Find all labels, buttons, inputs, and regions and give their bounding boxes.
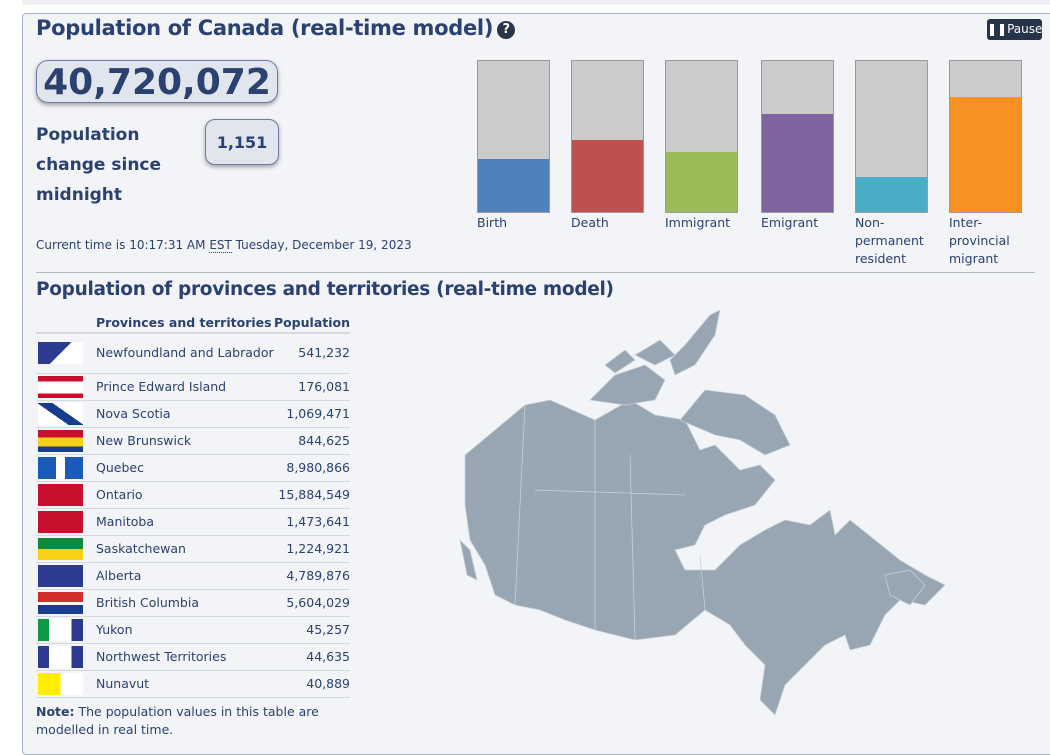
- province-population: 4,789,876: [273, 562, 350, 590]
- province-name: Nova Scotia: [96, 400, 274, 428]
- flag-icon: [38, 483, 83, 506]
- table-row: Nova Scotia 1,069,471: [36, 400, 350, 428]
- bar-fill: [950, 97, 1021, 212]
- table-row: Newfoundland and Labrador 541,232: [36, 333, 350, 374]
- bar-non-permanent-resident: [855, 60, 928, 213]
- bar-fill: [856, 177, 927, 212]
- top-strip: [22, 0, 1050, 5]
- flag-icon: [38, 429, 83, 452]
- flag-icon: [38, 672, 83, 695]
- table-row: Northwest Territories 44,635: [36, 643, 350, 671]
- table-row: British Columbia 5,604,029: [36, 589, 350, 617]
- bar-label: Non-permanent resident: [855, 215, 924, 266]
- flag-icon: [38, 342, 83, 365]
- province-name: Northwest Territories: [96, 643, 274, 671]
- question-circle-icon[interactable]: ?: [497, 21, 516, 39]
- province-name: Prince Edward Island: [96, 373, 274, 401]
- table-row: New Brunswick 844,625: [36, 427, 350, 455]
- bar-fill: [762, 113, 833, 212]
- provinces-table: Provinces and territories Population Newf…: [36, 312, 350, 698]
- bar-fill: [478, 159, 549, 212]
- flag-icon: [38, 564, 83, 587]
- map-mainland: [464, 399, 946, 716]
- province-population: 5,604,029: [273, 589, 350, 617]
- table-row: Nunavut 40,889: [36, 670, 350, 698]
- province-population: 176,081: [273, 373, 350, 401]
- map-arctic-islands: [589, 339, 676, 406]
- flag-icon: [38, 537, 83, 560]
- change-label: Population change since midnight: [36, 125, 162, 205]
- map-ellesmere: [669, 309, 721, 376]
- province-population: 1,224,921: [273, 535, 350, 563]
- timezone-abbr: EST: [209, 238, 232, 253]
- bar-label: Immigrant: [665, 215, 731, 230]
- table-row: Yukon 45,257: [36, 616, 350, 644]
- province-population: 1,069,471: [273, 400, 350, 428]
- table-row: Prince Edward Island 176,081: [36, 373, 350, 401]
- province-population: 844,625: [273, 427, 350, 455]
- province-name: Quebec: [96, 454, 274, 482]
- bar-label: Inter-provincial migrant: [949, 215, 1010, 266]
- province-population: 40,889: [273, 670, 350, 698]
- province-name: Manitoba: [96, 508, 274, 536]
- flag-icon: [38, 456, 83, 479]
- bar-fill: [572, 139, 643, 212]
- table-note: Note: The population values in this tabl…: [36, 704, 319, 737]
- col-name-header: Provinces and territories: [96, 312, 274, 334]
- pause-icon: ❚❚: [987, 22, 1008, 36]
- provinces-title: Population of provinces and territories …: [36, 279, 614, 300]
- canada-map[interactable]: [455, 305, 965, 725]
- province-population: 45,257: [273, 616, 350, 644]
- bar-label: Death: [571, 215, 609, 230]
- province-name: Yukon: [96, 616, 274, 644]
- current-time: Current time is 10:17:31 AM EST Tuesday,…: [36, 238, 412, 253]
- col-pop-header: Population: [273, 312, 350, 334]
- table-row: Alberta 4,789,876: [36, 562, 350, 590]
- province-name: Ontario: [96, 481, 274, 509]
- province-name: Newfoundland and Labrador: [96, 333, 274, 374]
- table-row: Manitoba 1,473,641: [36, 508, 350, 536]
- flag-icon: [38, 402, 83, 425]
- flag-icon: [38, 618, 83, 641]
- province-population: 8,980,866: [273, 454, 350, 482]
- table-row: Ontario 15,884,549: [36, 481, 350, 509]
- change-counter: 1,151: [205, 119, 279, 165]
- page-title: Population of Canada (real-time model)?: [36, 16, 516, 40]
- province-name: New Brunswick: [96, 427, 274, 455]
- province-population: 44,635: [273, 643, 350, 671]
- bar-birth: [477, 60, 550, 213]
- bar-fill: [666, 151, 737, 212]
- flag-icon: [38, 510, 83, 533]
- map-borders: [514, 404, 706, 641]
- divider: [36, 272, 1035, 273]
- bar-emigrant: [761, 60, 834, 213]
- bar-inter-provincial-migrant: [949, 60, 1022, 213]
- table-row: Saskatchewan 1,224,921: [36, 535, 350, 563]
- province-population: 15,884,549: [273, 481, 350, 509]
- flag-icon: [38, 645, 83, 668]
- province-name: British Columbia: [96, 589, 274, 617]
- bar-death: [571, 60, 644, 213]
- bar-label: Birth: [477, 215, 508, 230]
- map-vancouver-island: [459, 538, 478, 581]
- province-name: Saskatchewan: [96, 535, 274, 563]
- population-counter: 40,720,072: [36, 60, 278, 103]
- table-row: Quebec 8,980,866: [36, 454, 350, 482]
- bar-immigrant: [665, 60, 738, 213]
- province-population: 1,473,641: [273, 508, 350, 536]
- map-baffin: [679, 389, 791, 456]
- map-newfoundland: [884, 569, 926, 606]
- province-name: Nunavut: [96, 670, 274, 698]
- bar-label: Emigrant: [761, 215, 819, 230]
- flag-icon: [38, 591, 83, 614]
- province-population: 541,232: [273, 333, 350, 374]
- flag-icon: [38, 375, 83, 398]
- pause-button[interactable]: ❚❚Pause: [987, 19, 1042, 40]
- province-name: Alberta: [96, 562, 274, 590]
